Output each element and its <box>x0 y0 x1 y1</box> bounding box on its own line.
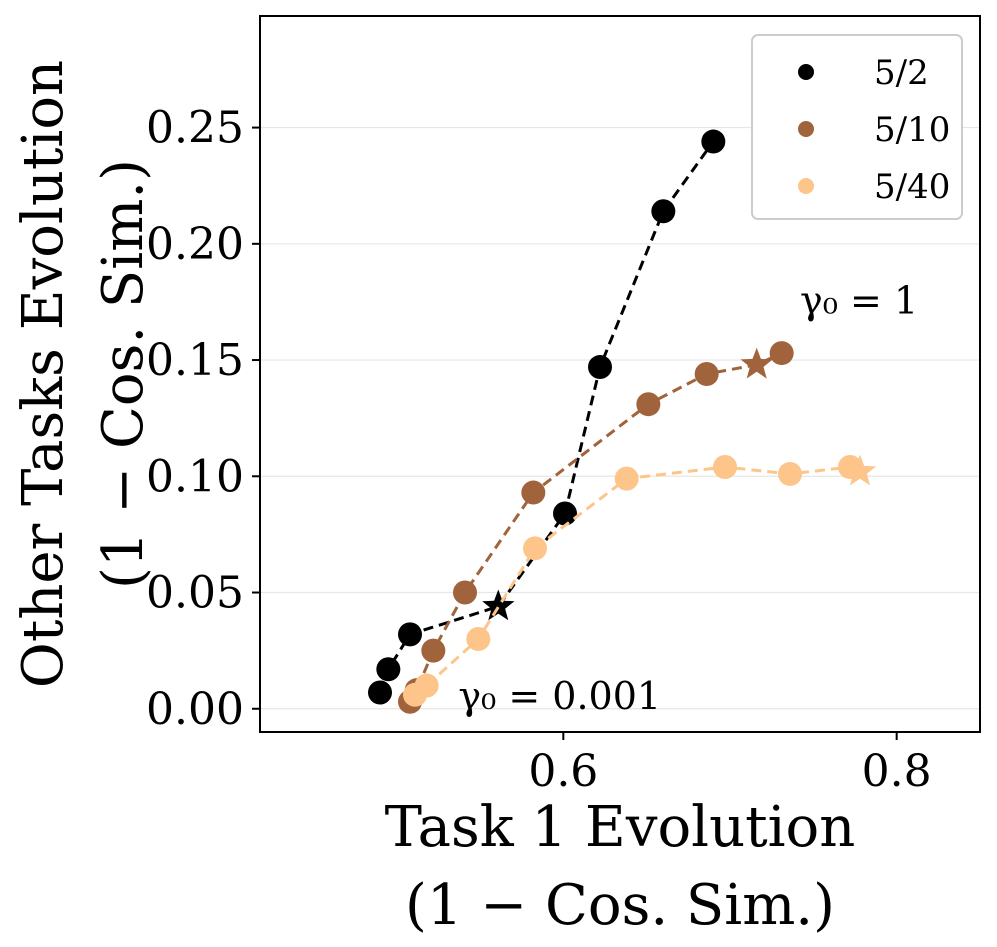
x-axis-title-sub: (1 − Cos. Sim.) <box>405 873 835 938</box>
legend-label: 5/40 <box>874 167 950 207</box>
legend: 5/2 5/10 5/40 <box>751 34 963 220</box>
data-point <box>694 362 719 386</box>
data-point <box>614 466 639 491</box>
data-point <box>414 673 439 698</box>
annotations: γ₀ = 1 γ₀ = 0.001 <box>458 279 918 718</box>
data-point <box>523 536 547 561</box>
legend-marker <box>798 178 814 194</box>
x-axis-title: Task 1 Evolution <box>385 795 856 860</box>
data-point <box>769 341 794 366</box>
data-point <box>421 638 446 663</box>
y-axis: 0.00 0.05 0.10 0.15 0.20 0.25 <box>146 103 260 735</box>
data-point <box>651 199 676 224</box>
x-tick-label: 0.6 <box>528 746 598 797</box>
data-point <box>466 627 491 652</box>
data-point <box>398 622 422 647</box>
series-line <box>414 465 861 696</box>
y-axis-title: Other Tasks Evolution <box>11 60 76 688</box>
y-tick-label: 0.05 <box>146 568 244 619</box>
legend-label: 5/2 <box>874 53 929 93</box>
data-point <box>453 580 477 605</box>
y-axis-title-sub: (1 − Cos. Sim.) <box>91 159 156 589</box>
x-axis: 0.6 0.8 <box>528 732 932 797</box>
annotation-gamma: γ₀ = 0.001 <box>458 674 661 718</box>
star-marker <box>843 454 877 486</box>
y-tick-label: 0.10 <box>146 451 244 502</box>
data-point <box>636 392 661 417</box>
plot-frame <box>259 15 981 733</box>
annotation-gamma: γ₀ = 1 <box>800 279 918 323</box>
y-tick-label: 0.15 <box>146 335 244 386</box>
y-tick-label: 0.25 <box>146 103 244 154</box>
data-point <box>588 355 612 380</box>
y-tick-label: 0.00 <box>146 684 244 735</box>
data-point <box>778 461 802 486</box>
data-point <box>521 480 546 505</box>
star-marker <box>482 589 515 621</box>
data-point <box>713 454 737 479</box>
x-tick-label: 0.8 <box>862 746 932 797</box>
data-point <box>376 657 401 682</box>
data-point <box>553 501 577 526</box>
series-5-40 <box>403 454 877 707</box>
legend-box <box>751 34 963 220</box>
legend-marker <box>798 64 814 80</box>
series-line <box>378 140 715 694</box>
data-point <box>701 129 726 154</box>
legend-marker <box>798 121 814 137</box>
legend-label: 5/10 <box>874 110 950 150</box>
series-layer <box>368 129 877 714</box>
star-marker <box>740 347 773 379</box>
series-5-2 <box>368 129 726 705</box>
y-tick-label: 0.20 <box>146 219 244 270</box>
data-point <box>368 680 392 705</box>
